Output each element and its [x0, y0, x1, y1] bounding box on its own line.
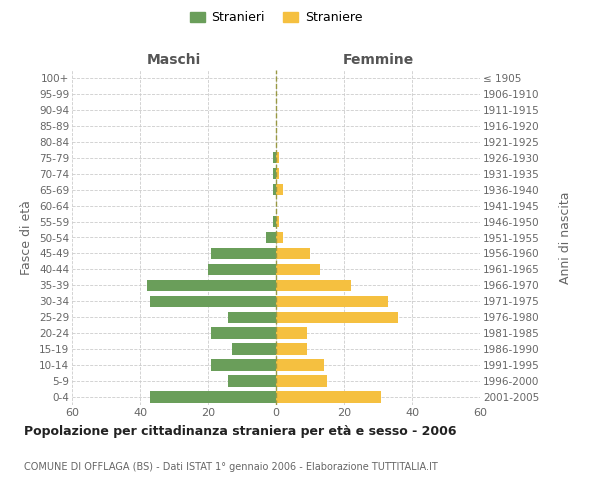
- Bar: [276, 152, 280, 164]
- Y-axis label: Fasce di età: Fasce di età: [20, 200, 34, 275]
- Bar: [272, 152, 276, 164]
- Bar: [229, 376, 276, 387]
- Bar: [276, 248, 310, 259]
- Bar: [276, 312, 398, 323]
- Text: Femmine: Femmine: [343, 53, 413, 67]
- Bar: [272, 216, 276, 228]
- Bar: [232, 344, 276, 355]
- Bar: [272, 168, 276, 179]
- Bar: [276, 216, 280, 228]
- Bar: [229, 312, 276, 323]
- Text: COMUNE DI OFFLAGA (BS) - Dati ISTAT 1° gennaio 2006 - Elaborazione TUTTITALIA.IT: COMUNE DI OFFLAGA (BS) - Dati ISTAT 1° g…: [24, 462, 438, 472]
- Y-axis label: Anni di nascita: Anni di nascita: [559, 191, 572, 284]
- Bar: [276, 344, 307, 355]
- Bar: [276, 232, 283, 243]
- Text: Popolazione per cittadinanza straniera per età e sesso - 2006: Popolazione per cittadinanza straniera p…: [24, 425, 457, 438]
- Bar: [276, 280, 351, 291]
- Bar: [211, 248, 276, 259]
- Bar: [272, 184, 276, 196]
- Bar: [276, 168, 280, 179]
- Bar: [276, 296, 388, 307]
- Bar: [276, 392, 382, 403]
- Bar: [276, 264, 320, 275]
- Bar: [266, 232, 276, 243]
- Bar: [208, 264, 276, 275]
- Bar: [150, 296, 276, 307]
- Legend: Stranieri, Straniere: Stranieri, Straniere: [185, 6, 367, 29]
- Bar: [276, 360, 323, 371]
- Bar: [211, 328, 276, 339]
- Bar: [276, 184, 283, 196]
- Bar: [150, 392, 276, 403]
- Bar: [276, 376, 327, 387]
- Text: Maschi: Maschi: [147, 53, 201, 67]
- Bar: [276, 328, 307, 339]
- Bar: [147, 280, 276, 291]
- Bar: [211, 360, 276, 371]
